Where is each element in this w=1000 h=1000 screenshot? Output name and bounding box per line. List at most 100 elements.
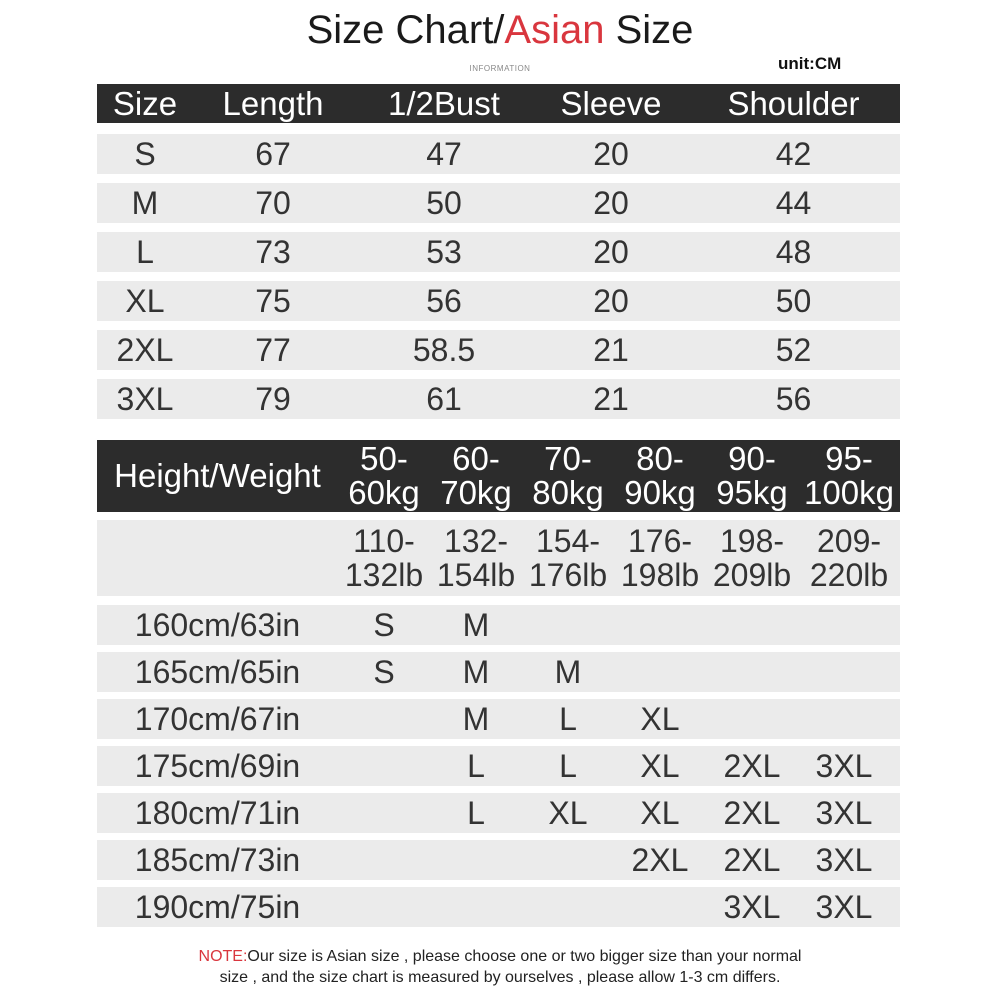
note-line2: size , and the size chart is measured by… <box>219 969 781 986</box>
size-cell <box>614 605 706 645</box>
table-cell: 79 <box>255 380 291 417</box>
note-label: NOTE: <box>198 948 248 965</box>
table-cell: 58.5 <box>412 331 476 368</box>
table-cell: 70 <box>255 184 291 221</box>
table-row: XL 75 56 20 50 <box>97 281 900 321</box>
table-cell: 50 <box>775 282 812 319</box>
size-cell <box>430 887 522 927</box>
size-cell: 3XL <box>815 888 873 925</box>
size-cell <box>522 840 614 880</box>
table-row: 165cm/65in S M M <box>97 652 900 692</box>
header-cell: 1/2Bust <box>388 84 500 122</box>
weight-kg-part: 80- <box>636 440 684 477</box>
weight-lb-part: 176lb <box>528 557 608 593</box>
table-cell: 77 <box>255 331 291 368</box>
table-row: 180cm/71in L XL XL 2XL 3XL <box>97 793 900 833</box>
table-cell: 75 <box>255 282 291 319</box>
weight-lb-cell: 132- 154lb <box>430 520 522 596</box>
size-cell: 3XL <box>723 888 781 925</box>
weight-kg-part: 95- <box>825 440 873 477</box>
size-cell <box>522 887 614 927</box>
weight-kg-part: 90kg <box>624 474 696 511</box>
note-line1: Our size is Asian size , please choose o… <box>247 948 802 965</box>
size-cell: M <box>462 700 490 737</box>
size-cell: L <box>467 794 485 831</box>
table-row: 185cm/73in 2XL 2XL 3XL <box>97 840 900 880</box>
table-cell: M <box>131 184 159 221</box>
weight-lb-part: 132- <box>443 523 509 559</box>
weight-lb-cell: 110- 132lb <box>338 520 430 596</box>
table-cell: 56 <box>775 380 812 417</box>
table-cell: 56 <box>426 282 462 319</box>
page-title: Size Chart/Asian Size <box>0 8 1000 53</box>
table-cell: 20 <box>593 184 629 221</box>
weight-kg-part: 95kg <box>716 474 788 511</box>
table-cell: 2XL <box>116 331 174 368</box>
weight-lb-part: 198- <box>719 523 785 559</box>
unit-label: unit:CM <box>778 54 842 73</box>
table-row: 160cm/63in S M <box>97 605 900 645</box>
measure-table-header: Size Length 1/2Bust Sleeve Shoulder <box>97 84 900 123</box>
size-cell: XL <box>640 747 680 784</box>
header-cell: Shoulder <box>727 84 860 122</box>
size-cell: 3XL <box>815 841 873 878</box>
size-cell: S <box>373 606 395 643</box>
size-cell <box>798 605 890 645</box>
table-row: 170cm/67in M L XL <box>97 699 900 739</box>
weight-kg-part: 50- <box>360 440 408 477</box>
table-row: 3XL 79 61 21 56 <box>97 379 900 419</box>
table-cell: 44 <box>775 184 812 221</box>
weight-kg-part: 60kg <box>348 474 420 511</box>
size-cell: XL <box>548 794 588 831</box>
height-cell: 170cm/67in <box>134 700 301 737</box>
size-cell: 2XL <box>723 747 781 784</box>
table-cell: 73 <box>255 233 291 270</box>
weight-kg-cell: 70- 80kg <box>522 440 614 512</box>
title-part2: Size <box>604 8 694 52</box>
table-row: S 67 47 20 42 <box>97 134 900 174</box>
table-cell: 21 <box>593 331 629 368</box>
table-cell: 20 <box>593 135 629 172</box>
table-cell: 3XL <box>116 380 174 417</box>
weight-kg-cell: 50- 60kg <box>338 440 430 512</box>
size-cell: M <box>462 653 490 690</box>
size-cell: 2XL <box>723 794 781 831</box>
height-cell: 180cm/71in <box>134 794 301 831</box>
size-cell <box>706 699 798 739</box>
weight-kg-part: 80kg <box>532 474 604 511</box>
size-cell <box>338 746 430 786</box>
weight-kg-cell: 80- 90kg <box>614 440 706 512</box>
table-cell: 67 <box>255 135 291 172</box>
height-cell: 185cm/73in <box>134 841 301 878</box>
title-accent: Asian <box>504 8 605 52</box>
table-cell: 52 <box>775 331 812 368</box>
size-cell <box>338 699 430 739</box>
weight-lb-part: 110- <box>353 523 415 559</box>
size-cell: 2XL <box>631 841 689 878</box>
weight-lb-cell: 198- 209lb <box>706 520 798 596</box>
weight-lb-part: 209lb <box>712 557 792 593</box>
table-row: L 73 53 20 48 <box>97 232 900 272</box>
size-cell <box>430 840 522 880</box>
size-cell <box>338 840 430 880</box>
size-cell: XL <box>640 700 680 737</box>
size-cell: S <box>373 653 395 690</box>
weight-lb-part: 209- <box>816 523 882 559</box>
weight-lb-part: 198lb <box>620 557 700 593</box>
table-cell: 50 <box>426 184 462 221</box>
weight-lb-part: 176- <box>627 523 693 559</box>
height-cell: 190cm/75in <box>134 888 301 925</box>
weight-kg-part: 90- <box>728 440 776 477</box>
size-cell: 2XL <box>723 841 781 878</box>
weight-kg-part: 60- <box>452 440 500 477</box>
size-cell <box>522 605 614 645</box>
note: NOTE:Our size is Asian size , please cho… <box>0 946 1000 988</box>
weight-lb-cell: 209- 220lb <box>798 520 900 596</box>
size-cell: 3XL <box>815 794 873 831</box>
table-cell: L <box>136 233 154 270</box>
table-cell: XL <box>125 282 165 319</box>
size-cell: L <box>559 747 577 784</box>
weight-kg-part: 70- <box>544 440 592 477</box>
size-cell <box>706 605 798 645</box>
table-cell: 48 <box>775 233 812 270</box>
